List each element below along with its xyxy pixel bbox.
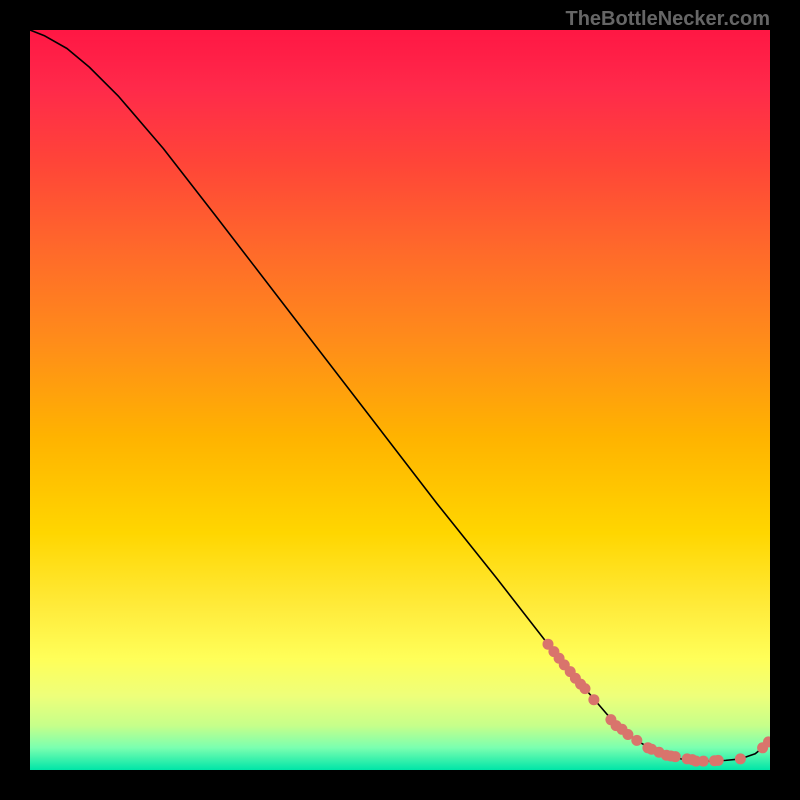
data-marker <box>735 753 746 764</box>
data-marker <box>631 735 642 746</box>
plot-area <box>30 30 770 770</box>
data-marker <box>670 751 681 762</box>
watermark-text: TheBottleNecker.com <box>565 8 770 31</box>
data-marker <box>713 755 724 766</box>
gradient-background <box>30 30 770 770</box>
chart-svg <box>30 30 770 770</box>
data-marker <box>698 756 709 767</box>
data-marker <box>580 683 591 694</box>
data-marker <box>588 694 599 705</box>
chart-container: TheBottleNecker.com <box>0 0 800 800</box>
